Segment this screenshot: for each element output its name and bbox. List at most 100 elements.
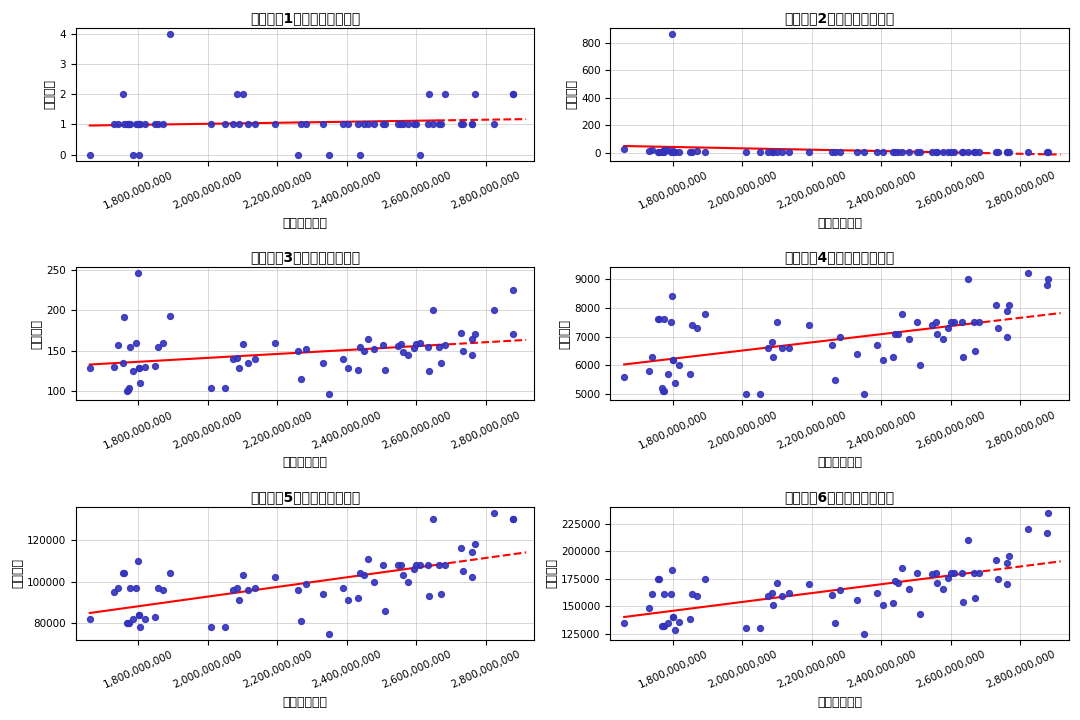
Point	[267, 119, 284, 130]
Point	[389, 340, 406, 351]
Point	[355, 119, 373, 130]
Point	[764, 336, 781, 348]
Point	[350, 593, 367, 604]
Point	[131, 609, 148, 621]
Point	[929, 577, 946, 589]
Point	[800, 319, 818, 330]
Point	[656, 313, 673, 325]
Point	[267, 337, 284, 348]
Point	[946, 316, 963, 328]
Point	[114, 89, 132, 100]
Point	[504, 513, 522, 525]
Point	[684, 319, 701, 330]
Point	[467, 329, 484, 341]
Point	[827, 374, 845, 385]
Point	[407, 338, 424, 350]
Point	[989, 322, 1007, 333]
Point	[663, 290, 680, 302]
Point	[940, 572, 957, 583]
Point	[162, 567, 179, 579]
Point	[455, 565, 472, 577]
Point	[424, 305, 442, 316]
Point	[1001, 146, 1018, 158]
Point	[81, 613, 98, 625]
Point	[229, 582, 246, 593]
Point	[463, 572, 481, 583]
Point	[998, 578, 1015, 590]
Point	[432, 357, 449, 369]
Point	[225, 119, 242, 130]
Point	[1039, 507, 1056, 518]
Point	[912, 359, 929, 371]
Point	[923, 319, 941, 330]
Point	[121, 382, 138, 393]
Point	[1039, 146, 1056, 158]
Point	[940, 322, 957, 333]
Point	[431, 341, 448, 352]
Point	[769, 316, 786, 328]
Point	[352, 341, 369, 352]
Point	[800, 146, 818, 158]
Point	[394, 570, 411, 581]
Point	[751, 146, 768, 158]
Point	[504, 89, 522, 100]
Point	[405, 119, 422, 130]
Point	[297, 578, 314, 590]
Point	[314, 357, 332, 369]
Point	[419, 559, 436, 571]
Point	[662, 146, 679, 158]
Point	[359, 119, 376, 130]
Point	[374, 119, 391, 130]
Y-axis label: 当選本数: 当選本数	[565, 79, 578, 109]
Point	[225, 353, 242, 364]
Point	[119, 385, 136, 397]
Point	[901, 146, 918, 158]
Point	[883, 146, 901, 158]
Point	[954, 567, 971, 579]
Point	[109, 119, 126, 130]
Y-axis label: 当選本数: 当選本数	[43, 79, 57, 109]
Point	[908, 567, 926, 579]
Point	[202, 621, 219, 633]
Point	[392, 559, 409, 571]
Point	[352, 149, 369, 161]
Point	[781, 146, 798, 158]
Point	[394, 346, 411, 358]
Point	[942, 316, 959, 328]
Point	[883, 351, 901, 362]
Point	[781, 588, 798, 599]
Point	[934, 582, 951, 594]
Point	[966, 316, 983, 328]
Point	[697, 147, 714, 158]
Point	[989, 146, 1007, 158]
Point	[147, 360, 164, 372]
Point	[239, 357, 256, 369]
Point	[954, 316, 971, 328]
Point	[314, 119, 332, 130]
Point	[966, 567, 983, 579]
Point	[662, 588, 679, 600]
Point	[420, 590, 437, 602]
Point	[664, 146, 681, 158]
Point	[656, 588, 673, 600]
Point	[967, 593, 984, 604]
Point	[832, 146, 849, 158]
Point	[119, 618, 136, 629]
Point	[267, 572, 284, 583]
Point	[352, 567, 369, 579]
Point	[132, 377, 149, 389]
Point	[663, 28, 680, 40]
Point	[321, 149, 338, 161]
Point	[436, 89, 454, 100]
Point	[887, 575, 904, 587]
Point	[697, 307, 714, 319]
Point	[955, 596, 972, 608]
Point	[955, 351, 972, 362]
Point	[773, 146, 791, 158]
Point	[366, 576, 383, 588]
Point	[366, 343, 383, 355]
Title: 販売額と5等当選本数の関係: 販売額と5等当選本数の関係	[251, 490, 361, 504]
Point	[120, 384, 137, 396]
Point	[147, 611, 164, 623]
Point	[773, 342, 791, 354]
